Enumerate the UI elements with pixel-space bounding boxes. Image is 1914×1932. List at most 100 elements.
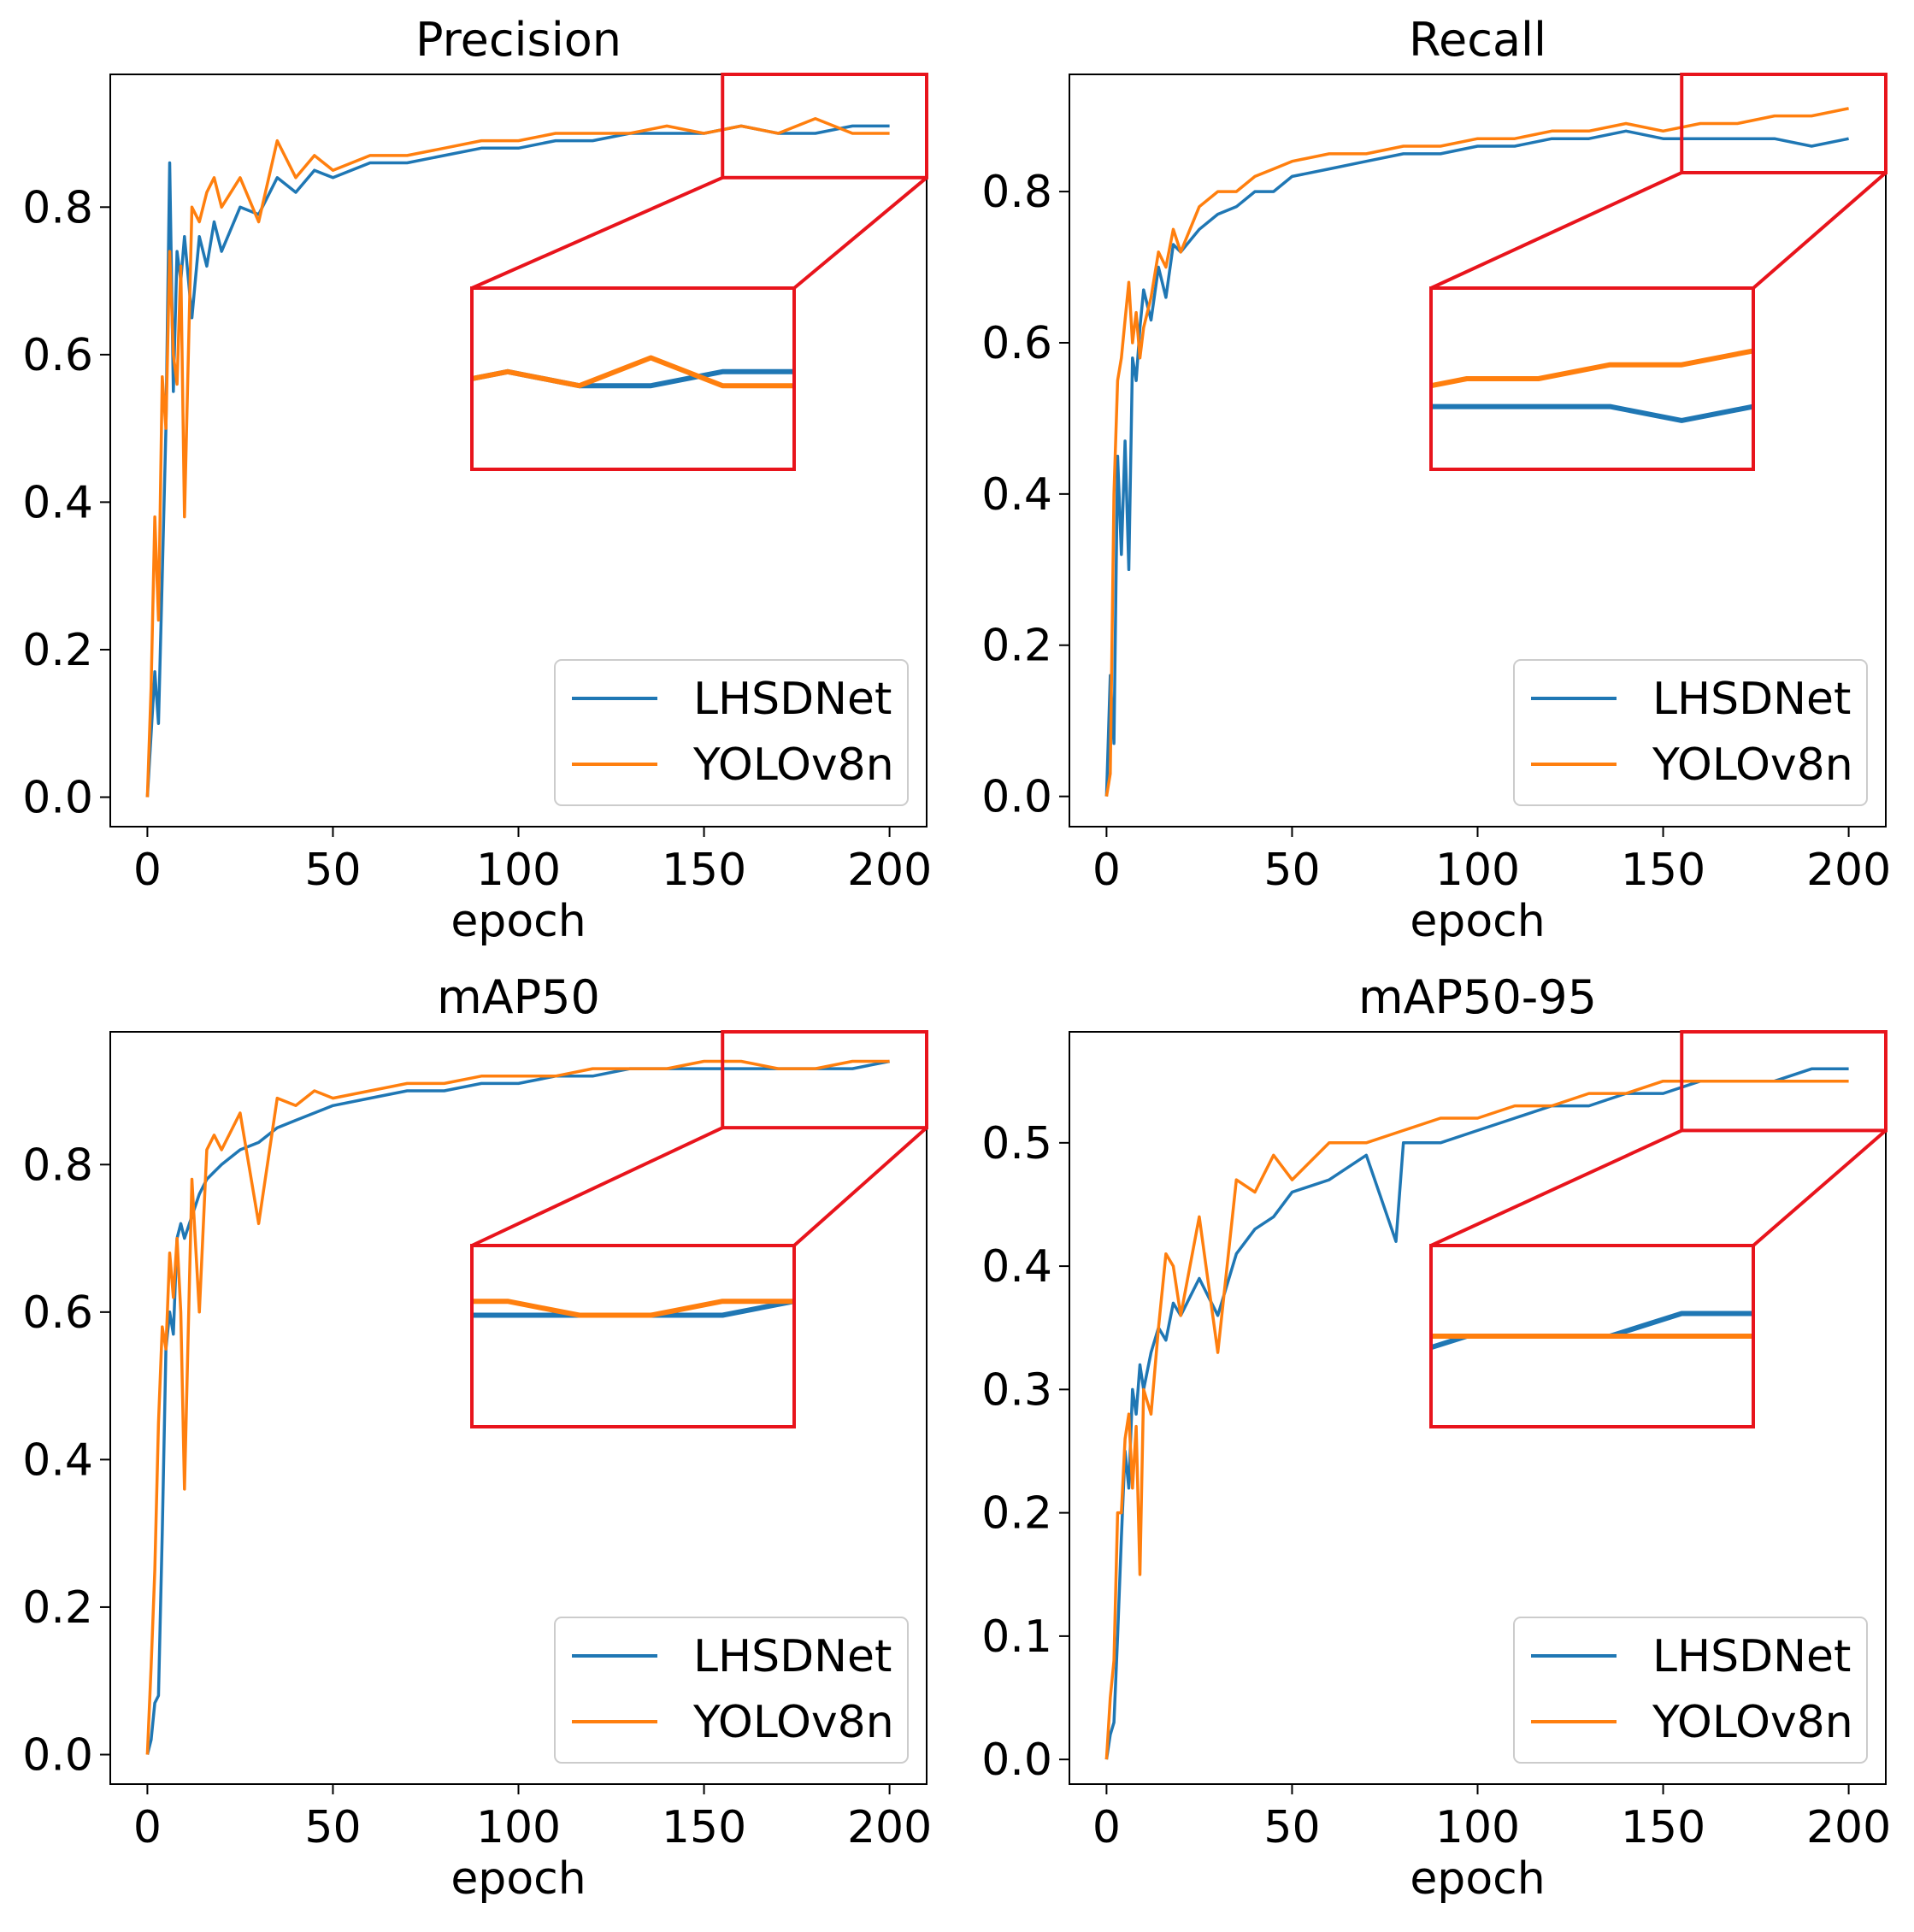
x-tick-label: 200	[847, 1802, 932, 1853]
series-group	[1104, 1067, 1849, 1760]
x-tick-label: 0	[133, 1802, 162, 1853]
y-tick-label: 0.6	[22, 330, 93, 381]
zoom-connector	[471, 1126, 724, 1247]
x-axis-label: epoch	[1410, 1853, 1545, 1905]
y-tick-label: 0.0	[22, 772, 93, 823]
y-tick-label: 0.6	[22, 1287, 93, 1339]
chart-title: mAP50	[437, 970, 600, 1024]
series-line-YOLOv8n	[1104, 107, 1849, 797]
y-tick-label: 0.0	[981, 1735, 1052, 1786]
zoom-source-box	[721, 73, 928, 180]
y-tick-label: 0.4	[22, 1434, 93, 1486]
legend-box	[554, 659, 909, 806]
legend-label: YOLOv8n	[692, 739, 894, 791]
y-tick-label: 0.5	[981, 1118, 1052, 1169]
x-tick-label: 50	[304, 845, 361, 896]
chart-panel-3: mAP50 0 50 100 150 200 0.0 0.2 0.4 0.6 0.8 epoch LHS…	[22, 970, 932, 1905]
legend-label: LHSDNet	[693, 1631, 892, 1682]
zoom-source-box	[721, 1030, 928, 1130]
y-tick-label: 0.2	[22, 625, 93, 676]
y-tick-label: 0.2	[981, 1488, 1052, 1540]
legend-box	[1513, 1617, 1868, 1764]
y-tick-label: 0.2	[22, 1582, 93, 1634]
x-tick-label: 50	[304, 1802, 361, 1853]
y-tick-label: 0.2	[981, 621, 1052, 672]
y-tick-label: 0.6	[981, 318, 1052, 369]
x-tick-label: 200	[1806, 1802, 1891, 1853]
x-tick-label: 0	[133, 845, 162, 896]
zoom-inset-box	[1429, 1244, 1755, 1428]
chart-panel-4: mAP50-95 0 50 100 150 200 0.0 0.1 0.2 0.3 0.4 0.5 ep…	[981, 970, 1891, 1905]
zoom-inset-series	[472, 1299, 794, 1318]
chart-title: mAP50-95	[1358, 970, 1597, 1024]
zoom-inset-series	[472, 355, 794, 389]
series-line-LHSDNet	[1104, 129, 1849, 797]
x-tick-label: 100	[476, 1802, 561, 1853]
legend-label: LHSDNet	[1652, 674, 1851, 725]
zoom-inset-bg	[472, 288, 794, 469]
chart-title: Precision	[415, 13, 621, 67]
legend-label: LHSDNet	[693, 674, 892, 725]
x-tick-label: 100	[1435, 1802, 1520, 1853]
y-tick-label: 0.4	[981, 1241, 1052, 1293]
x-axis-label: epoch	[451, 896, 586, 947]
y-tick-label: 0.0	[981, 772, 1052, 823]
inset-line-YOLOv8n	[472, 1299, 794, 1318]
y-tick-label: 0.1	[981, 1611, 1052, 1663]
x-tick-label: 150	[1621, 1802, 1705, 1853]
series-line-YOLOv8n	[145, 117, 890, 798]
legend-label: LHSDNet	[1652, 1631, 1851, 1682]
zoom-connector	[471, 175, 724, 290]
y-tick-label: 0.3	[981, 1364, 1052, 1416]
zoom-inset-box	[1429, 286, 1755, 471]
legend-label: YOLOv8n	[692, 1697, 894, 1748]
x-tick-label: 0	[1092, 1802, 1121, 1853]
series-line-LHSDNet	[1104, 1067, 1849, 1760]
y-tick-label: 0.4	[22, 477, 93, 528]
zoom-connector	[792, 176, 928, 290]
y-tick-label: 0.8	[22, 1140, 93, 1191]
zoom-inset-series	[1431, 1311, 1753, 1351]
x-tick-label: 150	[662, 1802, 746, 1853]
x-tick-label: 50	[1263, 845, 1320, 896]
zoom-source-box	[1680, 1030, 1887, 1133]
x-tick-label: 200	[1806, 845, 1891, 896]
x-tick-label: 150	[662, 845, 746, 896]
series-group	[145, 117, 890, 798]
legend-box	[1513, 659, 1868, 806]
chart-panel-1: Precision 0 50 100 150 200 0.0 0.2 0.4 0.6 0.8 epoc…	[22, 13, 932, 947]
x-axis-label: epoch	[451, 1853, 586, 1905]
legend-label: YOLOv8n	[1652, 1697, 1853, 1748]
inset-line-LHSDNet	[1431, 403, 1753, 423]
x-tick-label: 150	[1621, 845, 1705, 896]
zoom-inset-series	[1431, 348, 1753, 423]
zoom-inset-bg	[472, 1246, 794, 1427]
zoom-source-box	[1680, 73, 1887, 174]
legend-box	[554, 1617, 909, 1764]
inset-line-YOLOv8n	[1431, 348, 1753, 389]
x-tick-label: 50	[1263, 1802, 1320, 1853]
y-tick-label: 0.4	[981, 469, 1052, 521]
x-tick-label: 0	[1092, 845, 1121, 896]
zoom-inset-box	[470, 286, 796, 471]
series-group	[145, 1059, 890, 1755]
series-group	[1104, 107, 1849, 797]
zoom-connector	[1752, 1128, 1887, 1247]
chart-panel-2: Recall 0 50 100 150 200 0.0 0.2 0.4 0.6 0.8 epoch LH…	[981, 13, 1891, 947]
x-axis-label: epoch	[1410, 896, 1545, 947]
zoom-connector	[1430, 171, 1683, 290]
chart-title: Recall	[1409, 13, 1546, 67]
zoom-inset-box	[470, 1244, 796, 1428]
x-tick-label: 100	[476, 845, 561, 896]
zoom-connector	[792, 1126, 928, 1247]
legend-label: YOLOv8n	[1652, 739, 1853, 791]
x-tick-label: 100	[1435, 845, 1520, 896]
y-tick-label: 0.8	[22, 182, 93, 233]
zoom-connector	[1430, 1128, 1683, 1247]
zoom-connector	[1752, 171, 1887, 290]
x-tick-label: 200	[847, 845, 932, 896]
series-line-YOLOv8n	[1104, 1079, 1849, 1760]
y-tick-label: 0.0	[22, 1729, 93, 1781]
y-tick-label: 0.8	[981, 167, 1052, 218]
